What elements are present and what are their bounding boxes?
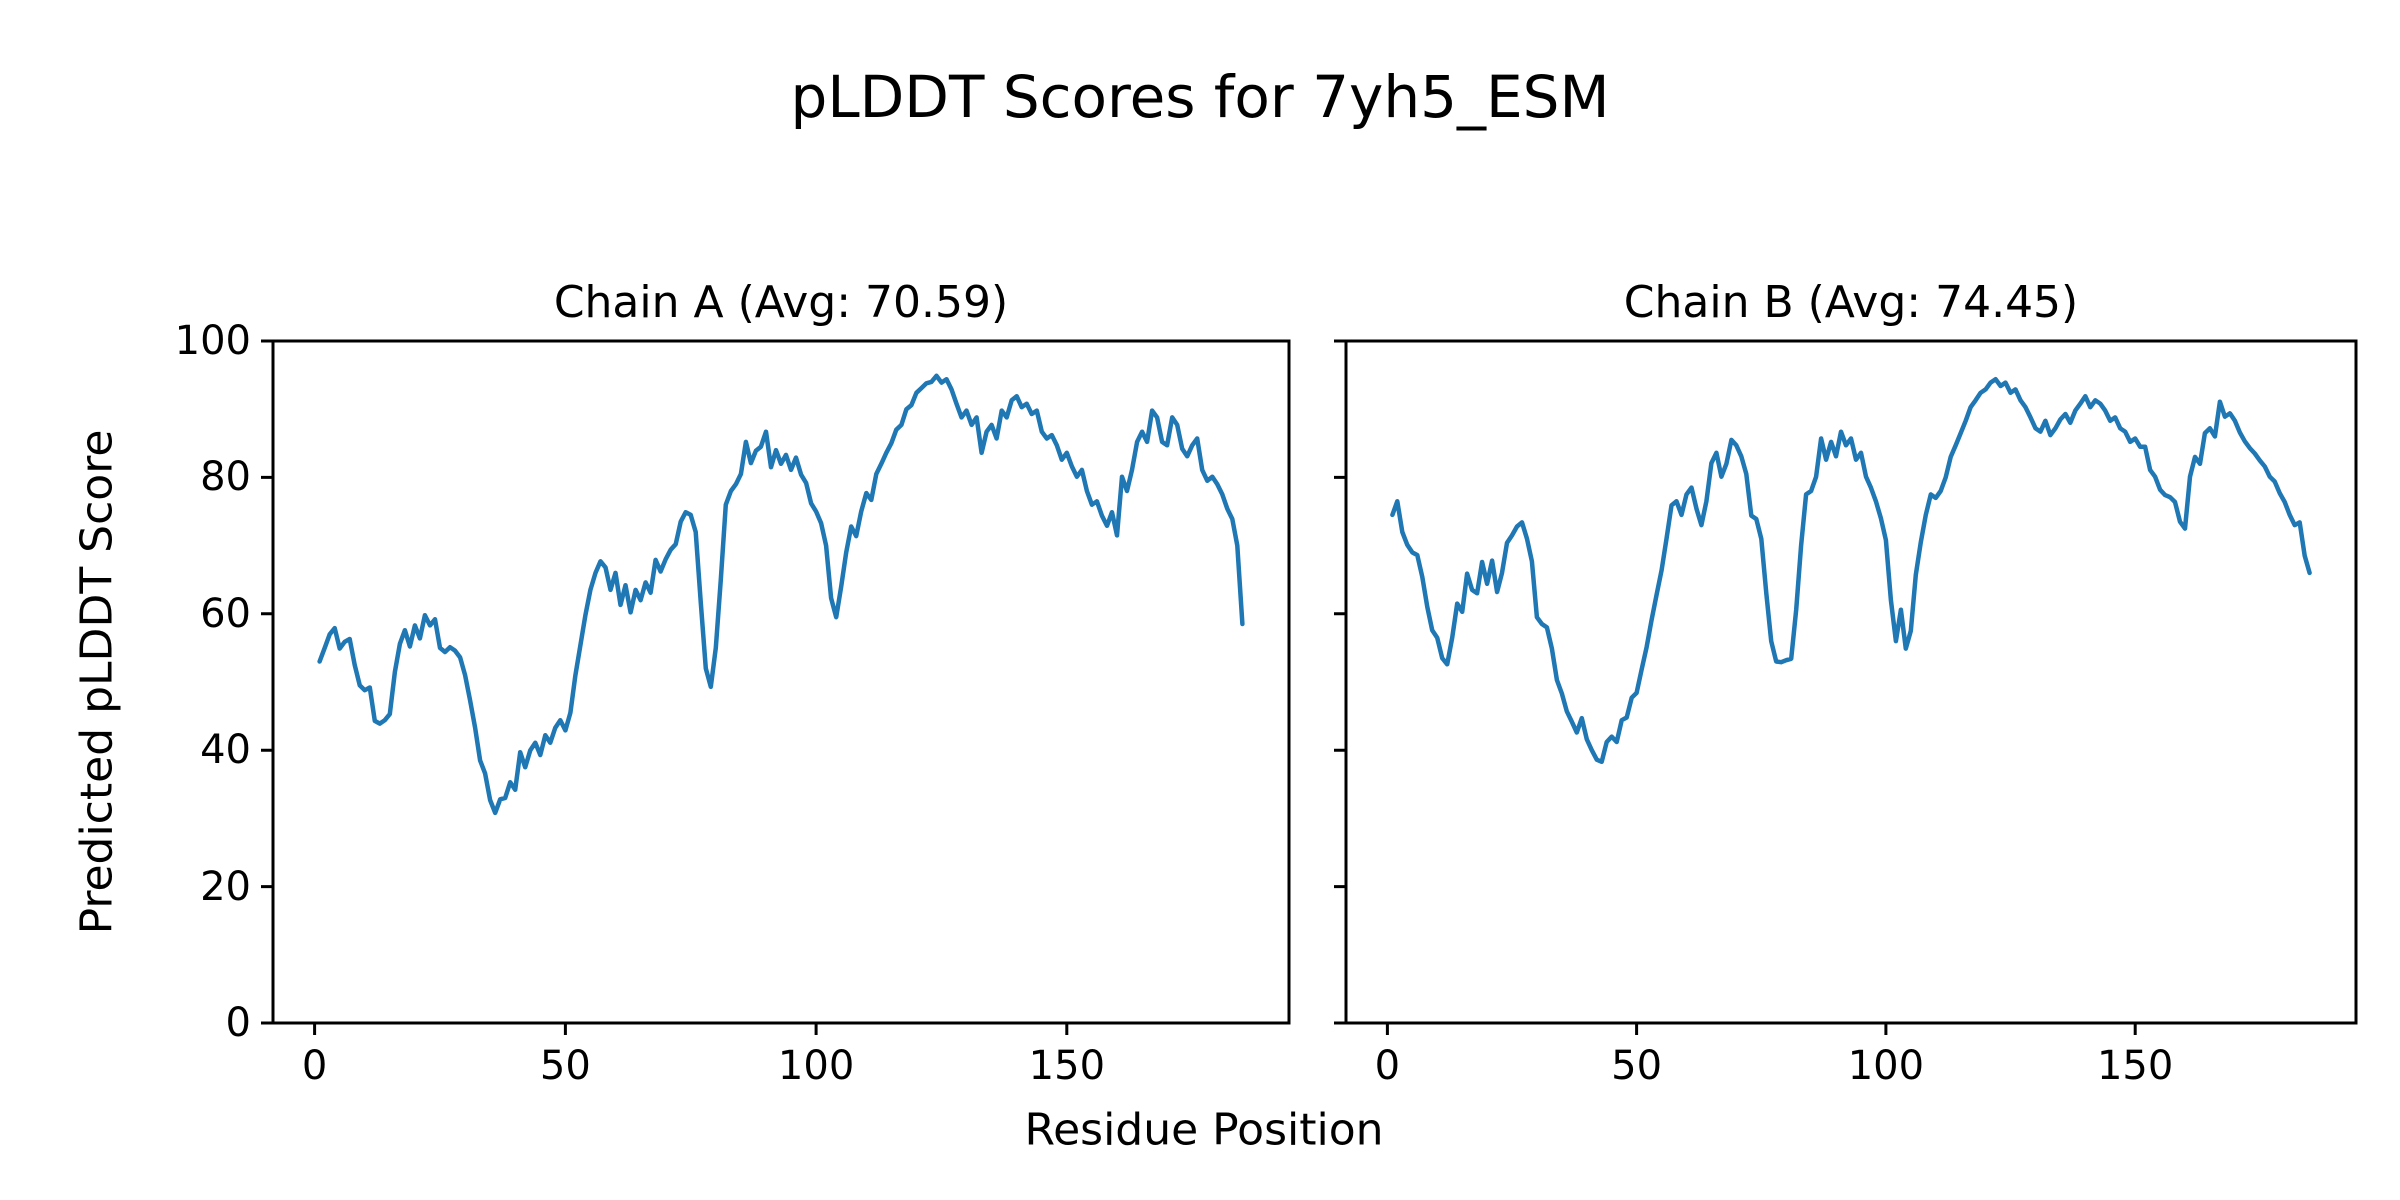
plddt-line-chain-a: [317, 373, 1245, 816]
plddt-line-chain-b: [1390, 376, 2312, 765]
x-tick-label: 0: [301, 1043, 328, 1089]
x-axis-label: Residue Position: [1024, 1104, 1384, 1156]
y-axis-label: Predicted pLDDT Score: [71, 429, 123, 935]
x-tick-label: 0: [1374, 1043, 1401, 1089]
figure-title: pLDDT Scores for 7yh5_ESM: [790, 63, 1610, 131]
y-tick-label: 100: [174, 318, 251, 364]
x-tick-label: 50: [539, 1043, 591, 1089]
y-tick-label: 20: [200, 863, 251, 910]
x-tick-label: 150: [2096, 1043, 2174, 1089]
plot-spines: [271, 339, 1291, 1025]
x-tick-label: 50: [1611, 1043, 1663, 1089]
y-tick-label: 40: [200, 727, 251, 774]
x-tick-label: 100: [777, 1043, 855, 1089]
axis-tick-marks: [1334, 339, 2137, 1035]
line-plot-chain-b: [1334, 339, 2358, 1035]
y-tick-label: 0: [225, 1000, 251, 1046]
subplot-title-chain-a: Chain A (Avg: 70.59): [553, 277, 1009, 328]
y-tick-label: 80: [200, 454, 251, 501]
subplot-title-chain-b: Chain B (Avg: 74.45): [1623, 277, 2079, 328]
axis-tick-marks: [261, 339, 1069, 1035]
x-tick-label: 150: [1028, 1043, 1106, 1089]
x-tick-label: 100: [1847, 1043, 1925, 1089]
y-tick-label: 60: [200, 590, 251, 637]
line-plot-chain-a: [261, 339, 1291, 1035]
chart-panel-chain-b: Chain B (Avg: 74.45) 0 50 100 150: [1334, 277, 2358, 1089]
plot-spines: [1344, 339, 2358, 1025]
chart-panel-chain-a: Chain A (Avg: 70.59) 0 50 100 150 0 20 40 60 80 1…: [175, 277, 1291, 1089]
